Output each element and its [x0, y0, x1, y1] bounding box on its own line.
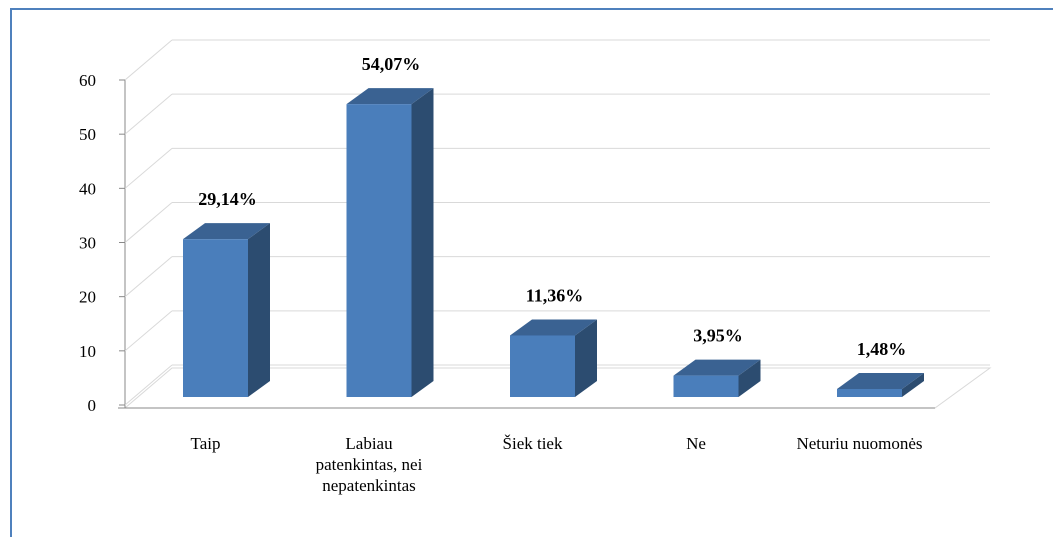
grid-line-side	[124, 93, 173, 135]
frame	[10, 8, 1053, 537]
value-label: 3,95%	[693, 326, 743, 346]
value-label: 1,48%	[857, 339, 907, 359]
bar-top	[346, 88, 434, 105]
grid-line-side	[124, 310, 173, 352]
bar	[837, 388, 902, 397]
grid-line-side	[124, 256, 173, 298]
bar-top	[673, 359, 761, 376]
y-tick-label: 50	[79, 125, 96, 144]
value-label: 54,07%	[362, 54, 421, 74]
bar	[673, 375, 739, 397]
bar-side	[411, 88, 434, 397]
x-tick-label: Šiek tiek	[502, 434, 563, 453]
x-tick-label: Neturiu nuomonės	[796, 434, 923, 453]
x-tick-label: Taip	[190, 434, 221, 453]
x-tick-label: Ne	[686, 434, 706, 453]
value-label: 29,14%	[198, 189, 257, 209]
value-label: 11,36%	[526, 285, 584, 305]
grid-line-side	[124, 147, 173, 189]
bar-top	[837, 372, 924, 389]
bar-top	[183, 223, 270, 240]
bar-side	[738, 359, 761, 397]
bar-top	[510, 319, 597, 336]
grid-line-side	[124, 364, 173, 406]
bar	[346, 104, 412, 397]
x-tick-label: Labiau patenkintas, nei nepatenkintas	[315, 434, 423, 495]
y-tick-label: 20	[79, 288, 96, 307]
y-tick-label: 10	[79, 342, 96, 361]
grid-line-side	[124, 39, 173, 81]
bar-side	[902, 372, 924, 397]
y-tick-label: 30	[79, 234, 96, 253]
bar	[510, 335, 575, 397]
y-tick-label: 0	[88, 396, 97, 415]
bar-side	[248, 223, 270, 397]
y-tick-label: 60	[79, 71, 96, 90]
grid-line-side	[124, 202, 173, 243]
bar	[183, 239, 248, 397]
bar-side	[575, 319, 597, 397]
y-tick-label: 40	[79, 179, 96, 198]
